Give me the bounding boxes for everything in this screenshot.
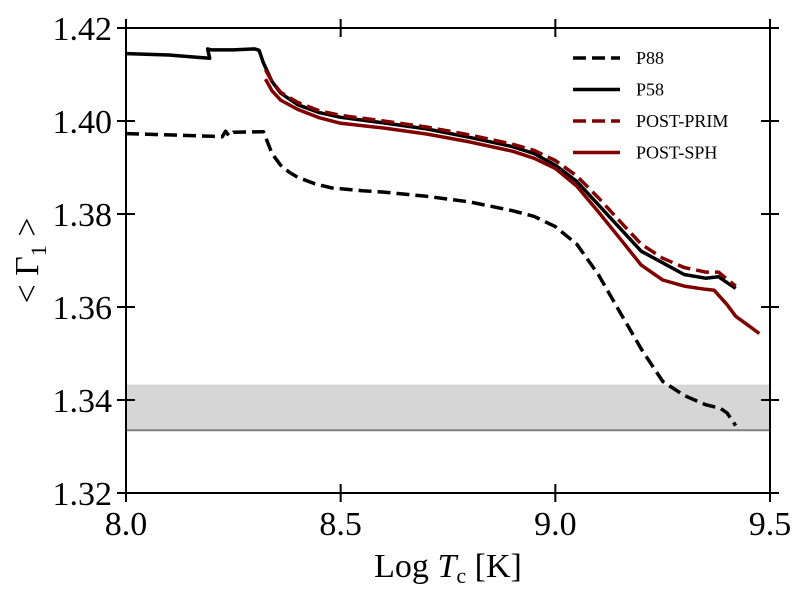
shaded-band <box>126 384 770 431</box>
series-line-p58 <box>125 47 737 290</box>
x-tick-label: 8.0 <box>105 506 148 543</box>
legend: P88 P58 POST-PRIM POST-SPH <box>573 48 728 163</box>
x-tick-label: 9.5 <box>749 506 792 543</box>
x-axis-label: Log Tc [K] <box>374 548 522 588</box>
shaded-band-layer <box>126 384 770 432</box>
tick-layer <box>117 19 779 502</box>
plot-frame <box>125 27 771 494</box>
y-tick-label: 1.38 <box>53 197 113 234</box>
series-layer <box>125 47 761 427</box>
y-tick-label: 1.32 <box>53 476 113 513</box>
x-tick-label: 9.0 <box>534 506 577 543</box>
y-tick-label: 1.40 <box>53 104 113 141</box>
series-line-post-prim <box>263 68 737 288</box>
x-tick-label: 8.5 <box>319 506 362 543</box>
y-tick-label: 1.34 <box>53 383 113 420</box>
legend-label-post-sph: POST-SPH <box>636 143 717 163</box>
y-axis-label: < Γ1 > <box>9 217 51 303</box>
series-line-post-sph <box>263 78 761 335</box>
y-tick-label: 1.42 <box>53 11 113 48</box>
legend-label-post-prim: POST-PRIM <box>636 111 728 131</box>
y-tick-label: 1.36 <box>53 290 113 327</box>
series-line-p88 <box>125 129 738 427</box>
legend-label-p88: P88 <box>636 48 664 68</box>
legend-label-p58: P58 <box>636 80 664 100</box>
tick-label-layer: 8.0 8.5 9.0 9.5 1.32 1.34 1.36 1.38 1.40 1.42 <box>53 11 792 543</box>
